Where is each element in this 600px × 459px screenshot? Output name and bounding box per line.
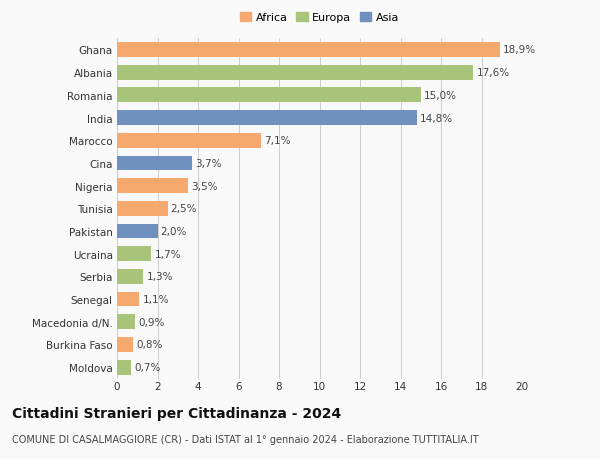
Bar <box>117 315 135 330</box>
Text: 15,0%: 15,0% <box>424 90 457 101</box>
Text: 2,5%: 2,5% <box>170 204 197 214</box>
Bar <box>117 66 473 80</box>
Text: 3,7%: 3,7% <box>195 158 221 168</box>
Bar <box>117 111 417 126</box>
Text: 7,1%: 7,1% <box>264 136 290 146</box>
Text: 14,8%: 14,8% <box>420 113 453 123</box>
Text: 1,7%: 1,7% <box>154 249 181 259</box>
Text: 0,7%: 0,7% <box>134 362 161 372</box>
Text: 17,6%: 17,6% <box>476 68 509 78</box>
Bar <box>117 156 192 171</box>
Bar <box>117 269 143 284</box>
Bar <box>117 292 139 307</box>
Text: Cittadini Stranieri per Cittadinanza - 2024: Cittadini Stranieri per Cittadinanza - 2… <box>12 406 341 420</box>
Text: 0,8%: 0,8% <box>136 340 163 350</box>
Bar <box>117 179 188 194</box>
Text: 2,0%: 2,0% <box>161 226 187 236</box>
Bar <box>117 88 421 103</box>
Bar <box>117 134 261 148</box>
Bar <box>117 337 133 352</box>
Text: 18,9%: 18,9% <box>503 45 536 56</box>
Text: 0,9%: 0,9% <box>138 317 164 327</box>
Bar <box>117 360 131 375</box>
Text: 1,1%: 1,1% <box>142 294 169 304</box>
Bar <box>117 43 500 58</box>
Text: COMUNE DI CASALMAGGIORE (CR) - Dati ISTAT al 1° gennaio 2024 - Elaborazione TUTT: COMUNE DI CASALMAGGIORE (CR) - Dati ISTA… <box>12 434 479 444</box>
Bar <box>117 202 167 216</box>
Text: 1,3%: 1,3% <box>146 272 173 282</box>
Legend: Africa, Europa, Asia: Africa, Europa, Asia <box>238 11 401 25</box>
Bar <box>117 224 157 239</box>
Text: 3,5%: 3,5% <box>191 181 217 191</box>
Bar <box>117 247 151 262</box>
